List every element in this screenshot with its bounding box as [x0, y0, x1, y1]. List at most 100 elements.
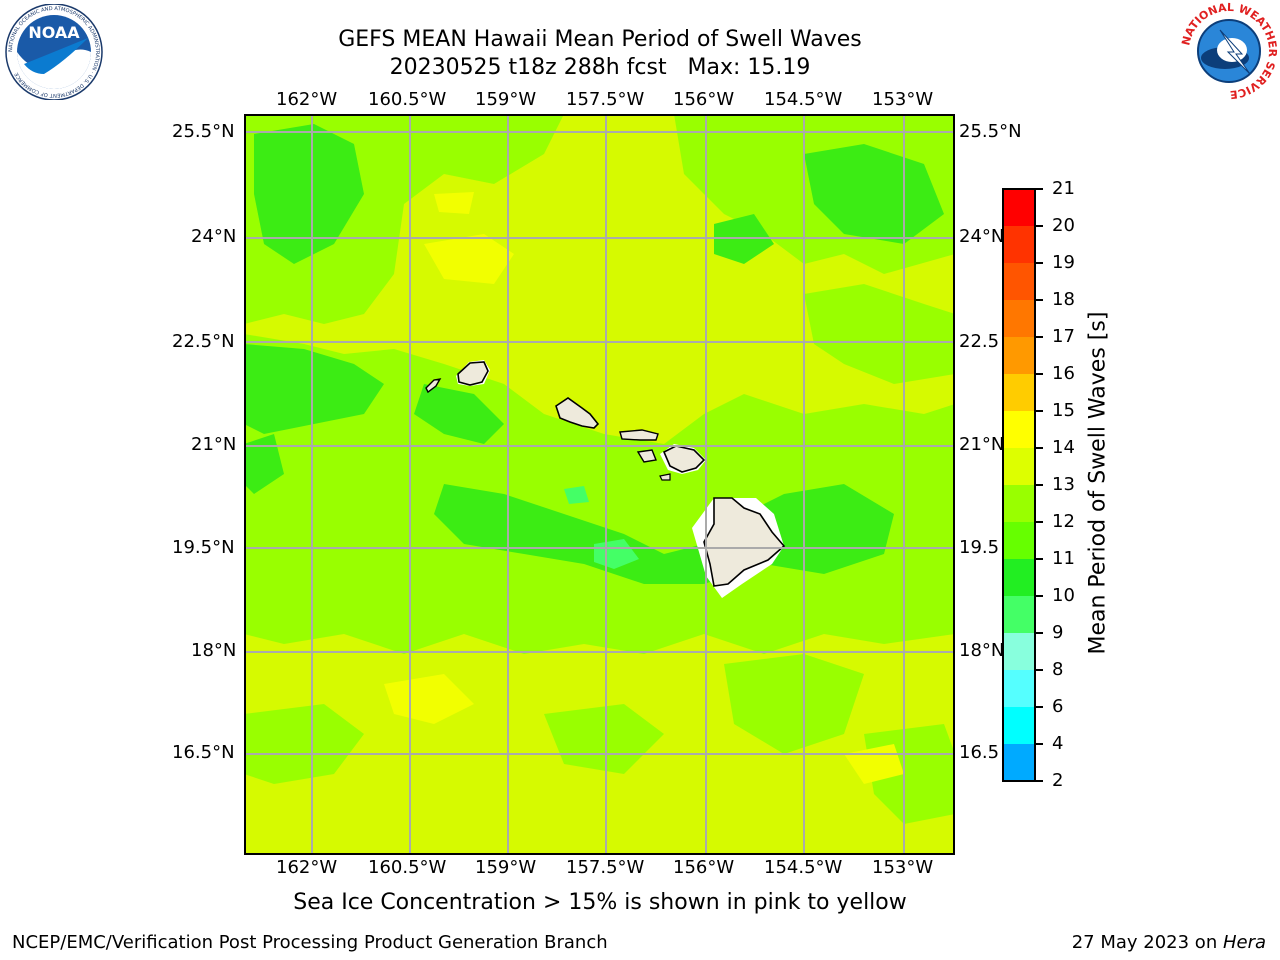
lon-label: 157.5°W: [566, 89, 645, 110]
molokai-island: [619, 429, 659, 441]
colorbar-tick-mark: [1035, 410, 1043, 412]
colorbar-tick-mark: [1035, 336, 1043, 338]
map-plot: [244, 114, 955, 855]
colorbar-tick-label: 4: [1052, 733, 1064, 754]
lon-label: 162°W: [276, 857, 338, 878]
colorbar-tick-mark: [1035, 780, 1043, 782]
colorbar: [1002, 188, 1036, 782]
colorbar-tick-label: 8: [1052, 659, 1064, 680]
lat-label: 18°N: [959, 640, 1005, 661]
lat-label: 22.5°N: [172, 331, 235, 352]
map-frame: [244, 114, 955, 855]
lon-label: 153°W: [872, 857, 934, 878]
colorbar-tick-label: 15: [1052, 400, 1075, 421]
colorbar-tick-label: 11: [1052, 548, 1075, 569]
title-line-2: 20230525 t18z 288h fcst Max: 15.19: [389, 55, 811, 80]
colorbar-tick-label: 13: [1052, 474, 1075, 495]
lat-label: 22.5: [959, 331, 1000, 352]
colorbar-tick-label: 2: [1052, 770, 1064, 791]
colorbar-tick-label: 16: [1052, 363, 1075, 384]
lat-label: 24°N: [191, 226, 237, 247]
nws-logo-icon: NATIONAL WEATHER SERVICE: [1180, 2, 1278, 100]
lat-label: 16.5°N: [172, 742, 235, 763]
lon-label: 162°W: [276, 89, 338, 110]
colorbar-cell: [1003, 263, 1035, 301]
lon-label: 159°W: [475, 89, 537, 110]
colorbar-cell: [1003, 633, 1035, 671]
colorbar-tick-mark: [1035, 743, 1043, 745]
kahoolawe-island: [659, 473, 671, 481]
colorbar-tick-mark: [1035, 632, 1043, 634]
colorbar-cell: [1003, 448, 1035, 486]
kauai-island: [457, 361, 489, 386]
colorbar-cell: [1003, 226, 1035, 264]
colorbar-label: Mean Period of Swell Waves [s]: [1085, 311, 1111, 655]
colorbar-tick-mark: [1035, 484, 1043, 486]
footer-branch: NCEP/EMC/Verification Post Processing Pr…: [12, 932, 608, 953]
colorbar-tick-label: 17: [1052, 326, 1075, 347]
lat-label: 24°N: [959, 226, 1005, 247]
colorbar-cell: [1003, 485, 1035, 523]
lat-label: 25.5°N: [172, 121, 235, 142]
chart-title: GEFS MEAN Hawaii Mean Period of Swell Wa…: [0, 26, 1280, 82]
colorbar-cell: [1003, 559, 1035, 597]
lon-label: 157.5°W: [566, 857, 645, 878]
sea-ice-caption: Sea Ice Concentration > 15% is shown in …: [293, 890, 907, 915]
colorbar-tick-mark: [1035, 595, 1043, 597]
lon-label: 160.5°W: [368, 89, 447, 110]
colorbar-tick-mark: [1035, 188, 1043, 190]
lat-label: 18°N: [191, 640, 237, 661]
colorbar-cell: [1003, 300, 1035, 338]
colorbar-tick-mark: [1035, 706, 1043, 708]
colorbar-cell: [1003, 670, 1035, 708]
colorbar-tick-label: 10: [1052, 585, 1075, 606]
colorbar-tick-mark: [1035, 373, 1043, 375]
colorbar-tick-mark: [1035, 558, 1043, 560]
noaa-logo-icon: NOAA NATIONAL OCEANIC AND ATMOSPHERIC AD…: [5, 4, 103, 100]
lon-label: 153°W: [872, 89, 934, 110]
colorbar-cell: [1003, 374, 1035, 412]
footer-host: Hera: [1222, 932, 1266, 953]
colorbar-cell: [1003, 411, 1035, 449]
lon-label: 160.5°W: [368, 857, 447, 878]
colorbar-tick-mark: [1035, 299, 1043, 301]
colorbar-tick-label: 9: [1052, 622, 1064, 643]
map-gridlines: [244, 114, 955, 855]
lon-label: 154.5°W: [764, 857, 843, 878]
colorbar-cell: [1003, 189, 1035, 227]
lon-label: 154.5°W: [764, 89, 843, 110]
colorbar-cells: [1003, 189, 1035, 782]
colorbar-cell: [1003, 337, 1035, 375]
contour-15s: [384, 192, 904, 784]
colorbar-cell: [1003, 744, 1035, 782]
lat-label: 16.5: [959, 742, 1000, 763]
lat-label: 25.5°N: [959, 121, 1022, 142]
colorbar-tick-label: 21: [1052, 178, 1075, 199]
colorbar-tick-label: 14: [1052, 437, 1075, 458]
colorbar-tick-mark: [1035, 225, 1043, 227]
lat-label: 21°N: [959, 434, 1005, 455]
colorbar-tick-label: 19: [1052, 252, 1075, 273]
lat-label: 19.5°N: [172, 537, 235, 558]
lon-label: 159°W: [475, 857, 537, 878]
colorbar-tick-mark: [1035, 262, 1043, 264]
colorbar-tick-mark: [1035, 521, 1043, 523]
colorbar-cell: [1003, 707, 1035, 745]
colorbar-tick-label: 6: [1052, 696, 1064, 717]
lon-label: 156°W: [673, 89, 735, 110]
footer-date-text: 27 May 2023 on: [1071, 932, 1223, 953]
oahu-island: [555, 397, 600, 429]
colorbar-tick-mark: [1035, 669, 1043, 671]
lat-label: 19.5: [959, 537, 1000, 558]
lat-label: 21°N: [191, 434, 237, 455]
colorbar-cell: [1003, 522, 1035, 560]
colorbar-cell: [1003, 596, 1035, 634]
colorbar-tick-label: 18: [1052, 289, 1075, 310]
colorbar-tick-label: 20: [1052, 215, 1075, 236]
lanai-island: [636, 449, 657, 463]
footer-date: 27 May 2023 on Hera: [1072, 932, 1266, 953]
niihau-island: [425, 378, 442, 394]
colorbar-tick-label: 12: [1052, 511, 1075, 532]
colorbar-tick-mark: [1035, 447, 1043, 449]
noaa-logo-text: NOAA: [28, 23, 80, 42]
